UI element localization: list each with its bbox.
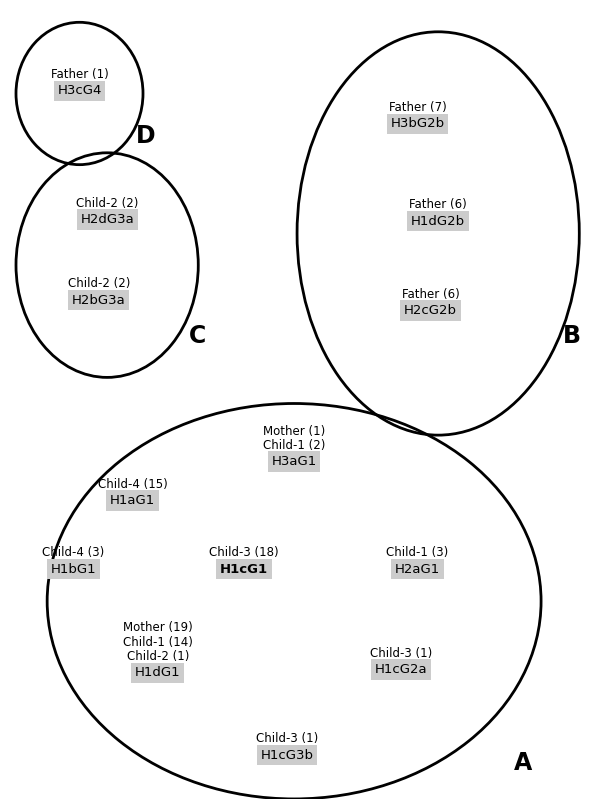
Text: Child-1 (2): Child-1 (2) (263, 439, 325, 452)
Text: D: D (136, 124, 156, 148)
Text: Father (7): Father (7) (389, 101, 446, 114)
Text: Child-2 (1): Child-2 (1) (127, 650, 189, 663)
Text: Father (6): Father (6) (401, 288, 460, 301)
Text: Child-4 (15): Child-4 (15) (98, 478, 167, 491)
Text: Child-1 (3): Child-1 (3) (386, 546, 449, 559)
Text: H2bG3a: H2bG3a (72, 294, 126, 307)
Text: B: B (563, 324, 581, 349)
Text: H2cG2b: H2cG2b (404, 304, 457, 317)
Text: H1dG1: H1dG1 (135, 667, 181, 679)
Text: H1bG1: H1bG1 (51, 562, 97, 575)
Text: H1dG2b: H1dG2b (411, 215, 465, 228)
Text: Child-3 (18): Child-3 (18) (209, 546, 279, 559)
Text: H1cG1: H1cG1 (220, 562, 268, 575)
Text: H3cG4: H3cG4 (58, 84, 101, 97)
Text: C: C (188, 324, 206, 349)
Text: H1cG3b: H1cG3b (260, 749, 314, 762)
Text: H2dG3a: H2dG3a (80, 213, 134, 226)
Text: Child-1 (14): Child-1 (14) (123, 636, 193, 649)
Text: H3aG1: H3aG1 (271, 455, 317, 468)
Text: Child-2 (2): Child-2 (2) (68, 278, 130, 291)
Text: H1cG2a: H1cG2a (375, 663, 427, 676)
Text: Child-3 (1): Child-3 (1) (256, 732, 318, 745)
Text: Father (1): Father (1) (50, 68, 109, 81)
Text: Child-4 (3): Child-4 (3) (43, 546, 105, 559)
Text: A: A (514, 751, 533, 776)
Text: Mother (1): Mother (1) (263, 424, 325, 437)
Text: H3bG2b: H3bG2b (391, 118, 445, 131)
Text: Child-2 (2): Child-2 (2) (76, 197, 139, 210)
Text: Mother (19): Mother (19) (123, 621, 193, 634)
Text: H2aG1: H2aG1 (395, 562, 440, 575)
Text: Child-3 (1): Child-3 (1) (370, 646, 432, 660)
Text: Father (6): Father (6) (409, 199, 467, 211)
Text: H1aG1: H1aG1 (110, 494, 155, 507)
